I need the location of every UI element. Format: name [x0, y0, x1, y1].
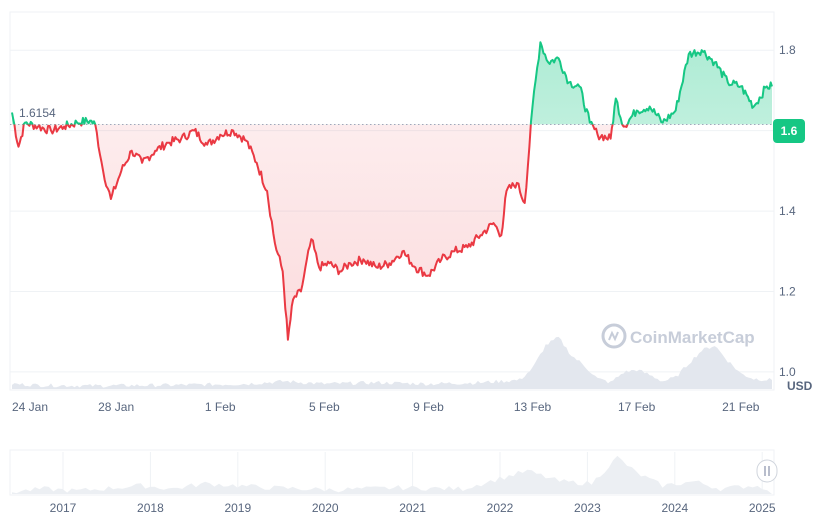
x-tick-label: 13 Feb: [514, 400, 552, 414]
y-tick-label: 1.2: [779, 284, 796, 298]
x-tick-label: 21 Feb: [722, 400, 760, 414]
baseline-label: 1.6154: [19, 106, 56, 120]
coinmarketcap-logo-icon: [601, 323, 627, 349]
navigator-year-label: 2021: [399, 501, 426, 515]
volume-area: [12, 336, 772, 389]
navigator-year-label: 2017: [50, 501, 77, 515]
current-price-label: 1.6: [781, 124, 798, 138]
plot-frame: [9, 11, 775, 391]
navigator-handle[interactable]: [756, 459, 778, 483]
time-navigator[interactable]: 2017 2018 2019 2020 2021 2022 2023 2024 2025: [9, 449, 778, 515]
x-tick-label: 17 Feb: [618, 400, 656, 414]
x-tick-label: 5 Feb: [309, 400, 340, 414]
navigator-year-labels: 2017 2018 2019 2020 2021 2022 2023 2024 2025: [50, 501, 776, 515]
currency-label: USD: [787, 379, 813, 393]
navigator-history-area: [12, 455, 772, 494]
navigator-year-label: 2022: [487, 501, 514, 515]
navigator-year-label: 2024: [661, 501, 688, 515]
x-tick-label: 24 Jan: [12, 400, 48, 414]
price-line-above-baseline: [11, 41, 773, 125]
current-price-badge-bg: [773, 119, 805, 143]
navigator-year-label: 2019: [224, 501, 251, 515]
watermark-text: CoinMarketCap: [630, 328, 755, 347]
x-tick-label: 1 Feb: [205, 400, 236, 414]
navigator-year-label: 2020: [312, 501, 339, 515]
y-tick-label: 1.0: [779, 365, 796, 379]
current-price-badge: 1.6: [773, 119, 805, 143]
y-axis: 1.0 1.2 1.4 1.6 1.8: [779, 43, 796, 379]
y-tick-label: 1.4: [779, 204, 796, 218]
navigator-year-label: 2023: [574, 501, 601, 515]
x-tick-label: 9 Feb: [413, 400, 444, 414]
x-axis: 24 Jan 28 Jan 1 Feb 5 Feb 9 Feb 13 Feb 17 Feb 2…: [12, 400, 760, 414]
coinmarketcap-watermark: CoinMarketCap: [601, 323, 755, 349]
y-tick-label: 1.8: [779, 43, 796, 57]
price-line-below-baseline: [13, 124, 629, 341]
price-fill-above-baseline: [12, 42, 772, 125]
navigator-year-label: 2018: [137, 501, 164, 515]
navigator-year-label: 2025: [749, 501, 776, 515]
x-tick-label: 28 Jan: [98, 400, 134, 414]
price-fill-below-baseline: [14, 124, 628, 340]
